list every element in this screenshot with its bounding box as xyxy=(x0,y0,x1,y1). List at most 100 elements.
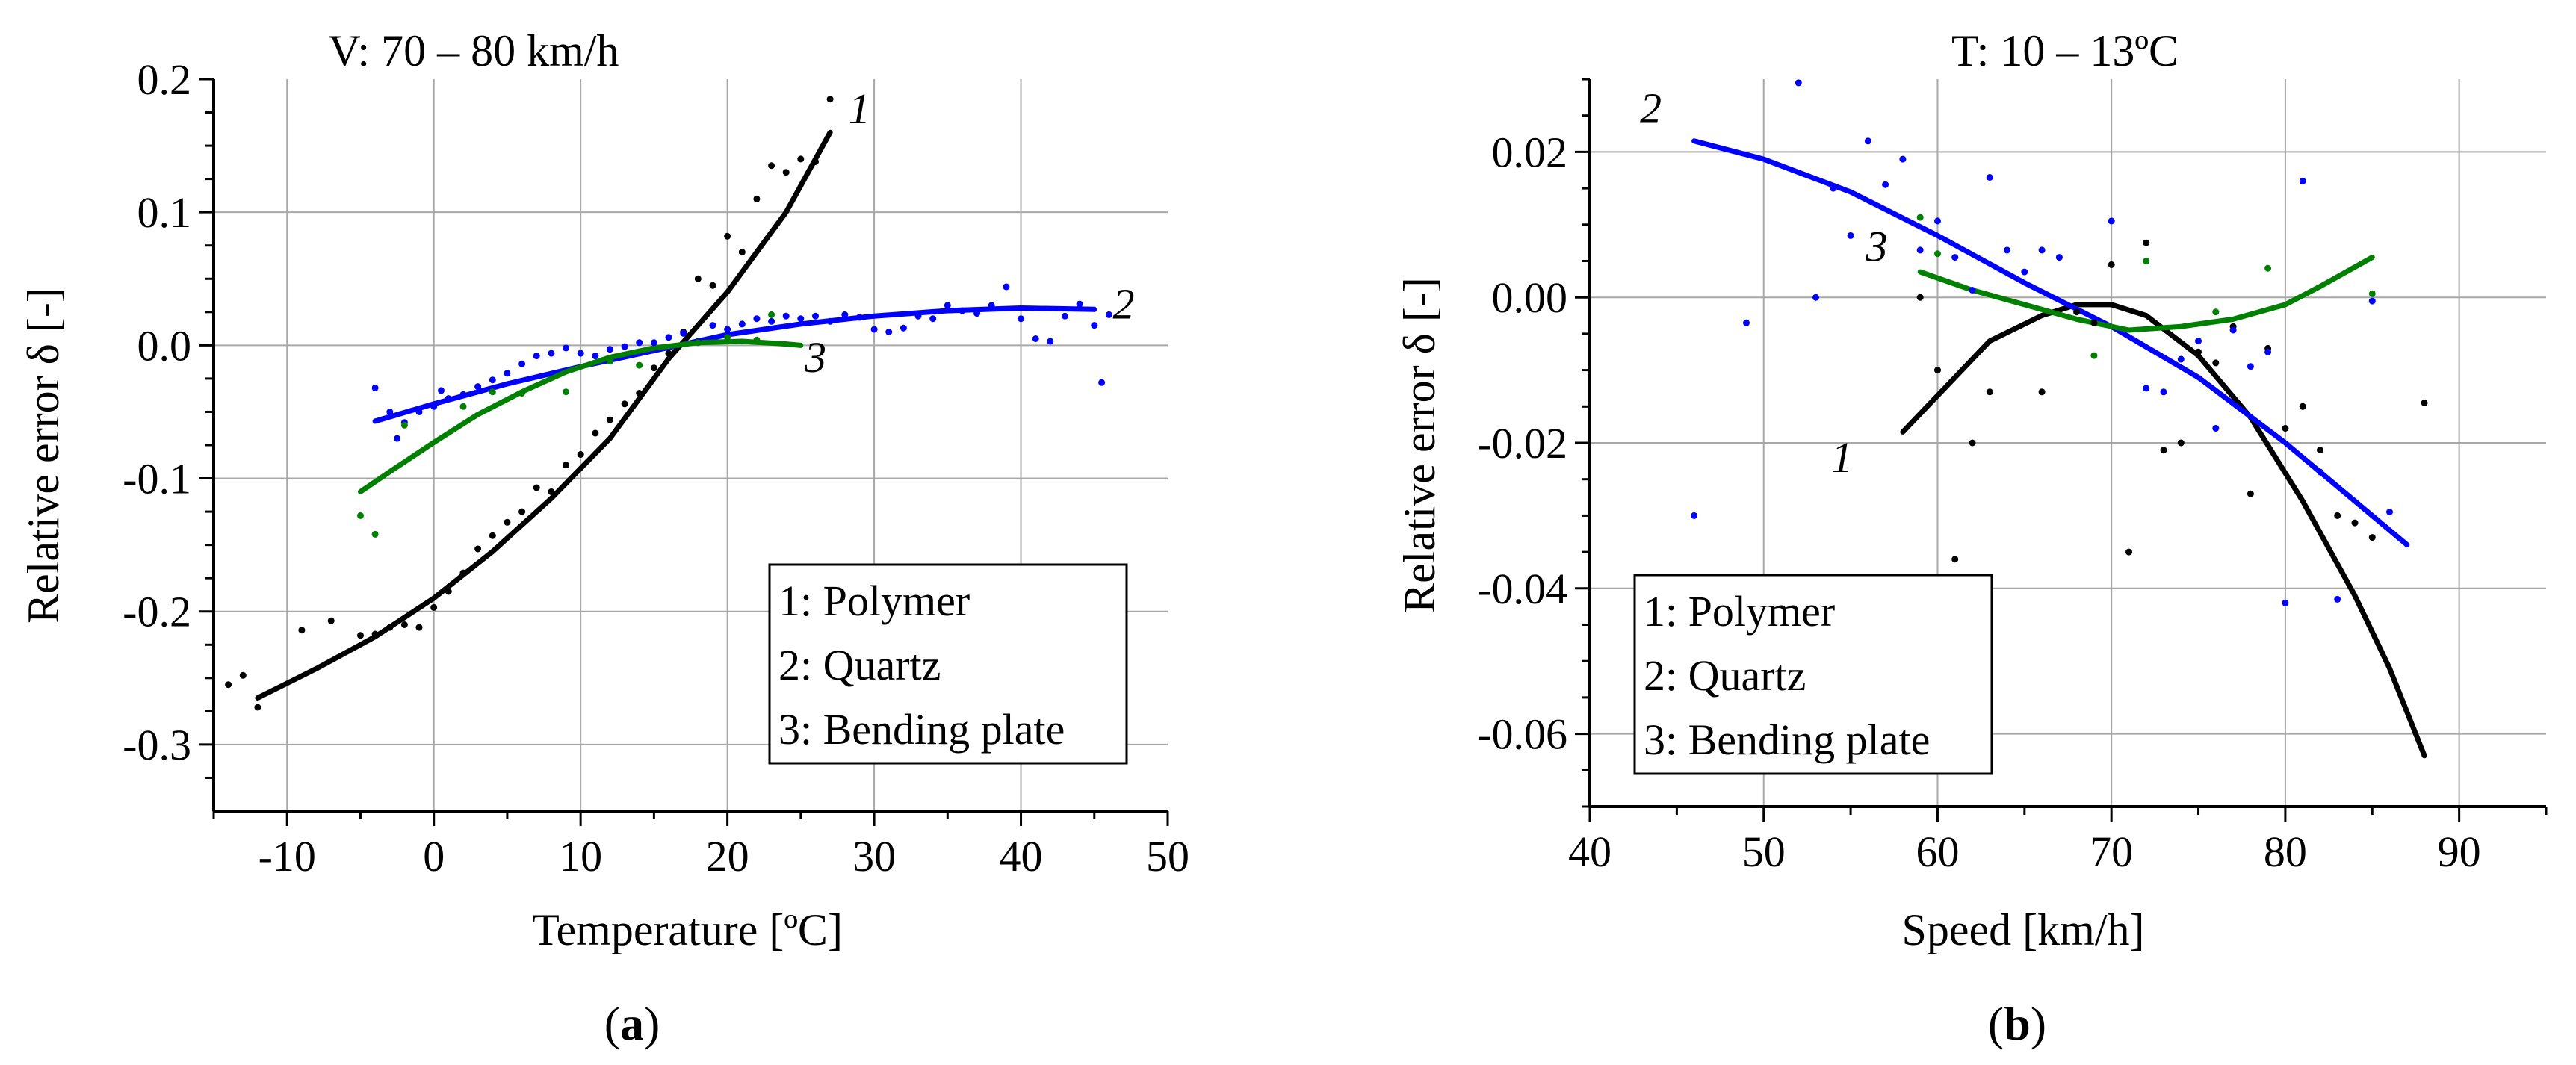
chart-b-y-axis-label: Relative error δ [-] xyxy=(1395,277,1444,613)
chart-b-point-series-1-15 xyxy=(2247,490,2254,497)
chart-a-point-series-2-44 xyxy=(988,302,995,309)
chart-b-point-series-2-8 xyxy=(1899,155,1907,163)
chart-b-point-series-2-14 xyxy=(2004,246,2010,254)
chart-a-point-series-2-4 xyxy=(415,409,423,415)
chart-a-point-series-2-43 xyxy=(973,310,981,317)
chart-b-x-tick-label-2: 60 xyxy=(1916,828,1959,876)
chart-b-point-series-2-4 xyxy=(1830,184,1837,192)
chart-b-point-series-2-10 xyxy=(1934,217,1941,225)
chart-a-point-series-3-7 xyxy=(606,358,613,365)
panel-label-a: (a) xyxy=(604,997,660,1050)
chart-b-point-series-1-4 xyxy=(2038,388,2046,396)
chart-b-axes xyxy=(1575,78,2548,822)
chart-b-series-labels: 1 2 3 xyxy=(1640,84,1888,482)
chart-a-point-series-1-20 xyxy=(577,451,584,458)
chart-a-point-series-1-12 xyxy=(459,569,467,577)
chart-a: -10 0 10 20 30 40 50-0.3-0.2-0.10.00.10.2 123 … xyxy=(19,26,1189,1050)
chart-a-point-series-1-34 xyxy=(782,169,790,176)
chart-a-point-series-1-8 xyxy=(400,621,408,628)
chart-a-legend: 1: Polymer 2: Quartz 3: Bending plate xyxy=(768,563,1128,765)
chart-a-point-series-2-12 xyxy=(518,360,526,367)
chart-b-point-series-1-8 xyxy=(2125,548,2132,556)
chart-a-y-tick-label-5: 0.2 xyxy=(137,55,192,104)
chart-a-point-series-2-53 xyxy=(1105,311,1112,318)
chart-b-point-series-2-28 xyxy=(2299,177,2306,184)
chart-a-point-series-1-13 xyxy=(474,545,482,553)
chart-a-point-series-3-3 xyxy=(459,403,467,410)
chart-a-series-label-1: 1 xyxy=(849,84,870,133)
chart-a-point-series-2-2 xyxy=(394,435,401,442)
chart-b-point-series-2-1 xyxy=(1743,319,1750,326)
chart-a-legend-entry-bending-plate: 3: Bending plate xyxy=(778,705,1065,754)
chart-b-legend-box xyxy=(1633,574,1993,775)
chart-a-x-tick-label-3: 20 xyxy=(706,832,749,881)
chart-a-grid xyxy=(214,79,1168,811)
chart-a-point-series-2-5 xyxy=(430,403,438,410)
chart-a-point-series-3-0 xyxy=(357,512,364,519)
chart-b-y-tick-label-1: -0.04 xyxy=(1477,565,1567,613)
chart-a-point-series-2-7 xyxy=(445,395,452,403)
chart-b-point-series-3-4 xyxy=(2212,308,2220,316)
chart-b-point-series-1-23 xyxy=(2421,399,2428,406)
chart-a-y-axis-label: Relative error δ [-] xyxy=(19,288,68,624)
chart-a-point-series-1-36 xyxy=(812,158,819,165)
chart-b-x-tick-label-3: 70 xyxy=(2090,828,2133,876)
chart-a-fit-line-series-2 xyxy=(372,305,1097,424)
chart-b-point-series-2-29 xyxy=(2317,468,2323,476)
chart-a-point-series-2-23 xyxy=(680,329,687,337)
chart-a-point-series-2-35 xyxy=(855,314,863,321)
chart-a-point-series-2-9 xyxy=(474,383,482,391)
chart-b-point-series-2-30 xyxy=(2334,595,2341,603)
chart-a-point-series-1-18 xyxy=(548,488,555,495)
chart-a-series-labels: 1 2 3 xyxy=(804,84,1135,382)
chart-b-point-series-1-1 xyxy=(1934,367,1941,374)
chart-a-point-series-3-9 xyxy=(694,339,702,347)
chart-b-point-series-2-31 xyxy=(2368,297,2376,305)
chart-b-point-series-2-20 xyxy=(2160,388,2167,396)
panel-label-a-open: ( xyxy=(604,997,620,1050)
panel-label-b-letter: b xyxy=(2004,997,2031,1050)
chart-a-point-series-1-3 xyxy=(298,627,306,634)
chart-a-point-series-3-10 xyxy=(724,334,731,341)
chart-a-point-series-2-14 xyxy=(548,350,555,357)
chart-b-data-points xyxy=(1691,79,2428,606)
panel-label-b-open: ( xyxy=(1988,997,2004,1050)
chart-b-point-series-3-1 xyxy=(1934,250,1941,258)
chart-b-point-series-2-2 xyxy=(1795,79,1802,87)
chart-b-point-series-1-3 xyxy=(1986,388,1993,396)
chart-b-point-series-1-17 xyxy=(2282,425,2289,432)
chart-a-point-series-3-5 xyxy=(518,390,526,397)
chart-b-point-series-1-19 xyxy=(2317,447,2323,454)
chart-b-point-series-1-13 xyxy=(2212,359,2220,367)
chart-b-y-tick-label-0: -0.06 xyxy=(1477,710,1567,759)
chart-b-point-series-1-11 xyxy=(2177,439,2185,447)
chart-a-point-series-2-21 xyxy=(650,339,657,347)
chart-a-point-series-1-9 xyxy=(415,624,423,631)
chart-a-point-series-2-6 xyxy=(438,387,445,394)
chart-a-x-tick-label-0: -10 xyxy=(258,832,316,881)
chart-b-point-series-3-0 xyxy=(1916,214,1924,221)
chart-b-legend-entry-quartz: 2: Quartz xyxy=(1644,651,1806,700)
chart-a-point-series-2-45 xyxy=(1003,283,1010,291)
chart-a-point-series-1-10 xyxy=(430,603,438,611)
chart-a-y-tick-label-0: -0.3 xyxy=(123,721,191,769)
chart-a-point-series-2-13 xyxy=(533,353,540,360)
chart-a-point-series-1-30 xyxy=(724,232,731,240)
chart-a-point-series-2-20 xyxy=(636,339,643,347)
chart-b-point-series-2-7 xyxy=(1882,181,1889,188)
chart-a-axes xyxy=(199,78,1169,826)
chart-a-fit-line-series-3 xyxy=(358,338,804,494)
chart-a-x-tick-label-6: 50 xyxy=(1146,832,1189,881)
chart-a-point-series-3-8 xyxy=(636,361,643,369)
chart-a-point-series-2-42 xyxy=(959,307,966,314)
chart-b-point-series-3-6 xyxy=(2368,290,2376,297)
chart-a-point-series-1-5 xyxy=(357,632,364,639)
chart-a-point-series-1-29 xyxy=(709,282,716,289)
chart-a-point-series-2-46 xyxy=(1018,315,1024,323)
chart-a-point-series-1-17 xyxy=(533,484,540,491)
chart-b-x-tick-label-4: 80 xyxy=(2264,828,2307,876)
chart-b-title: T: 10 – 13ºC xyxy=(1951,26,2179,75)
chart-a-point-series-2-29 xyxy=(768,317,775,325)
chart-a-point-series-1-25 xyxy=(650,364,657,372)
chart-a-point-series-1-7 xyxy=(386,624,394,631)
